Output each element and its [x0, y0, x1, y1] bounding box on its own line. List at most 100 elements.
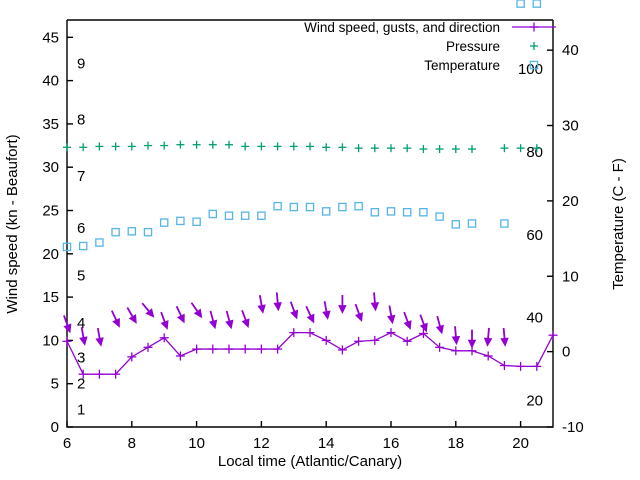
temperature-point: [273, 201, 282, 211]
temperature-point: [95, 238, 104, 247]
pressure-point: [370, 144, 379, 153]
y-tick-label: 45: [42, 29, 59, 46]
temperature-point: [240, 211, 250, 220]
wind-direction-arrow: [273, 292, 282, 312]
pressure-point: [387, 144, 395, 153]
y-axis-tick-labels: 0 5 10 15 20 25 30 35 40 45: [42, 29, 59, 436]
x-axis-title: Local time (Atlantic/Canary): [218, 453, 402, 470]
wind-direction-arrow: [403, 311, 412, 330]
y2-tick-label: -10: [562, 419, 584, 436]
pressure-point: [95, 142, 104, 151]
pressure-point: [176, 140, 185, 149]
wind-direction-arrow: [160, 311, 169, 330]
legend-plus-sample: [529, 22, 539, 32]
wind-direction-arrow: [500, 327, 509, 347]
pressure-point: [257, 142, 266, 151]
legend-item: Temperature: [424, 58, 539, 73]
wind-speed-point: [62, 336, 72, 346]
temperature-point: [143, 227, 153, 237]
temperature-point: [532, 0, 542, 8]
temperature-point: [62, 242, 72, 252]
wind-speed-point: [289, 328, 299, 338]
temperature-point: [370, 207, 380, 217]
temperature-point: [127, 227, 137, 236]
pressure-point: [144, 141, 152, 150]
pressure-point: [419, 145, 428, 154]
x-tick-label: 18: [447, 435, 464, 452]
temperature-series: [62, 0, 542, 252]
wind-speed-point: [143, 342, 153, 352]
wind-speed-point: [435, 342, 445, 352]
y2-tick-label: 0: [562, 344, 570, 361]
wind-speed-series: [62, 328, 558, 379]
temperature-point: [321, 207, 331, 216]
temperature-point: [500, 219, 509, 228]
pressure-point: [192, 140, 201, 149]
wind-speed-point: [175, 351, 185, 361]
beaufort-label: 1: [77, 402, 85, 419]
x-tick-label: 12: [253, 435, 270, 452]
y-tick-label: 40: [42, 73, 59, 90]
wind-direction-arrow: [305, 305, 315, 324]
fahrenheit-label: 40: [526, 310, 543, 327]
beaufort-label: 8: [77, 112, 85, 129]
legend-label: Wind speed, gusts, and direction: [304, 20, 500, 35]
wind-direction-arrow: [370, 292, 380, 312]
pressure-point: [322, 143, 331, 152]
temperature-point: [451, 220, 461, 229]
y2-tick-label: 40: [562, 42, 579, 59]
y2-axis-tick-labels: -10 0 10 20 30 40: [562, 42, 584, 436]
legend-plus-sample: [530, 42, 538, 50]
wind-direction-arrow: [225, 310, 234, 330]
temperature-point: [208, 209, 218, 219]
beaufort-label: 3: [77, 350, 85, 367]
pressure-point: [111, 142, 120, 151]
wind-speed-point: [483, 351, 493, 361]
pressure-point: [403, 144, 412, 153]
wind-speed-point: [321, 335, 331, 345]
pressure-point: [79, 143, 88, 152]
wind-direction-arrow: [435, 315, 444, 335]
pressure-point: [532, 144, 541, 153]
fahrenheit-label: 60: [526, 227, 543, 244]
legend-item: Pressure: [446, 39, 538, 54]
wind-direction-arrow: [208, 310, 218, 330]
x-tick-label: 16: [383, 435, 400, 452]
y-tick-label: 15: [42, 289, 59, 306]
y-tick-label: 30: [42, 159, 59, 176]
temperature-point: [305, 202, 315, 212]
wind-speed-point: [402, 336, 412, 346]
temperature-point: [111, 227, 120, 237]
legend-label: Temperature: [424, 58, 500, 73]
wind-direction-arrow: [289, 301, 299, 320]
wind-direction-arrow: [141, 302, 155, 318]
wind-speed-point: [256, 344, 266, 354]
wind-speed-point: [192, 344, 202, 354]
y-tick-label: 10: [42, 332, 59, 349]
pressure-point: [289, 142, 298, 151]
fahrenheit-label: 20: [526, 393, 543, 410]
y2-tick-label: 10: [562, 268, 579, 285]
y-tick-label: 20: [42, 246, 59, 263]
axes-group: [66, 19, 554, 428]
y-tick-label: 5: [51, 376, 59, 393]
wind-direction-arrow: [419, 314, 428, 333]
wind-speed-point: [208, 344, 218, 354]
fahrenheit-label: 80: [526, 144, 543, 161]
temperature-point: [435, 212, 444, 221]
wind-direction-arrow: [257, 295, 266, 314]
wind-direction-arrow: [175, 305, 185, 324]
wind-direction-arrow: [387, 305, 396, 325]
temperature-point: [192, 217, 201, 227]
y-tick-label: 25: [42, 203, 59, 220]
pressure-point: [338, 143, 347, 152]
y-tick-label: 35: [42, 116, 59, 133]
legend-label: Pressure: [446, 39, 500, 54]
wind-speed-point: [532, 361, 542, 371]
wind-direction-arrow: [95, 327, 104, 347]
beaufort-label: 6: [77, 220, 85, 237]
x-tick-label: 8: [128, 435, 136, 452]
wind-speed-point: [224, 344, 234, 354]
